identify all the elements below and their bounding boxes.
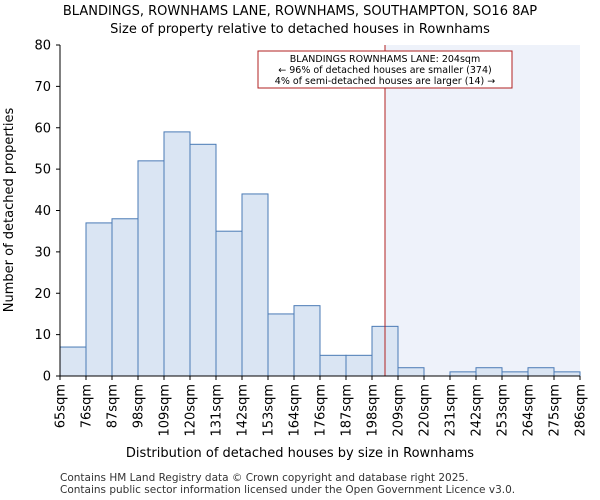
y-tick-label: 10	[34, 328, 51, 343]
bar-264sqm	[527, 367, 555, 377]
bar-176sqm	[319, 354, 347, 377]
x-axis-label: Distribution of detached houses by size …	[126, 446, 474, 461]
y-tick-label: 40	[34, 204, 51, 219]
y-tick-label: 30	[34, 245, 51, 260]
x-tick-label: 131sqm	[210, 384, 225, 437]
histogram-chart: BLANDINGS, ROWNHAMS LANE, ROWNHAMS, SOUT…	[2, 4, 589, 461]
x-tick-label: 76sqm	[80, 384, 95, 428]
footer-licence: Contains public sector information licen…	[60, 484, 516, 496]
annotation-line-2: ← 96% of detached houses are smaller (37…	[278, 65, 491, 76]
bars-group	[59, 131, 581, 377]
x-tick-label: 264sqm	[522, 384, 537, 437]
bar-187sqm	[345, 354, 373, 377]
annotation-box: BLANDINGS ROWNHAMS LANE: 204sqm ← 96% of…	[257, 50, 513, 89]
y-axis-ticks: 0 10 20 30 40 50 60 70 80	[34, 39, 60, 385]
annotation-line-1: BLANDINGS ROWNHAMS LANE: 204sqm	[290, 54, 480, 65]
x-tick-label: 187sqm	[340, 384, 355, 437]
bar-120sqm	[189, 143, 217, 377]
x-tick-label: 142sqm	[236, 384, 251, 437]
bar-209sqm	[397, 367, 425, 377]
x-tick-label: 275sqm	[548, 384, 563, 437]
x-tick-label: 242sqm	[470, 384, 485, 437]
larger-region-highlight	[385, 45, 580, 376]
x-tick-label: 209sqm	[392, 384, 407, 437]
bar-142sqm	[241, 193, 269, 377]
bar-65sqm	[59, 346, 87, 377]
bar-131sqm	[215, 230, 243, 377]
x-tick-label: 65sqm	[54, 384, 69, 428]
x-tick-label: 87sqm	[106, 384, 121, 428]
bar-164sqm	[293, 305, 321, 377]
footer-copyright: Contains HM Land Registry data © Crown c…	[60, 472, 469, 484]
x-tick-label: 231sqm	[444, 384, 459, 437]
y-tick-label: 80	[34, 39, 51, 54]
x-tick-label: 98sqm	[132, 384, 147, 428]
x-tick-label: 120sqm	[184, 384, 199, 437]
y-tick-label: 20	[34, 287, 51, 302]
bar-109sqm	[163, 131, 191, 377]
chart-subtitle: Size of property relative to detached ho…	[110, 22, 490, 37]
annotation-border	[257, 50, 513, 89]
bar-98sqm	[137, 160, 165, 377]
y-tick-label: 70	[34, 80, 51, 95]
x-tick-label: 286sqm	[574, 384, 589, 437]
bar-253sqm	[501, 371, 529, 377]
bar-275sqm	[553, 371, 581, 377]
y-tick-label: 50	[34, 163, 51, 178]
bar-76sqm	[85, 222, 113, 377]
annotation-line-3: 4% of semi-detached houses are larger (1…	[275, 76, 495, 87]
x-tick-label: 153sqm	[262, 384, 277, 437]
x-tick-label: 164sqm	[288, 384, 303, 437]
bar-242sqm	[475, 367, 503, 377]
y-tick-label: 60	[34, 121, 51, 136]
y-tick-label: 0	[43, 370, 51, 385]
x-tick-label: 253sqm	[496, 384, 511, 437]
chart-title: BLANDINGS, ROWNHAMS LANE, ROWNHAMS, SOUT…	[63, 4, 537, 19]
bar-87sqm	[111, 218, 139, 377]
x-tick-label: 220sqm	[418, 384, 433, 437]
y-axis-label: Number of detached properties	[2, 108, 17, 313]
x-tick-label: 198sqm	[366, 384, 381, 437]
bar-231sqm	[449, 371, 477, 377]
x-tick-label: 176sqm	[314, 384, 329, 437]
x-tick-label: 109sqm	[158, 384, 173, 437]
bar-153sqm	[267, 313, 295, 377]
x-axis-ticks: 65sqm 76sqm 87sqm 98sqm 109sqm 120sqm 131sqm 14…	[54, 376, 589, 437]
